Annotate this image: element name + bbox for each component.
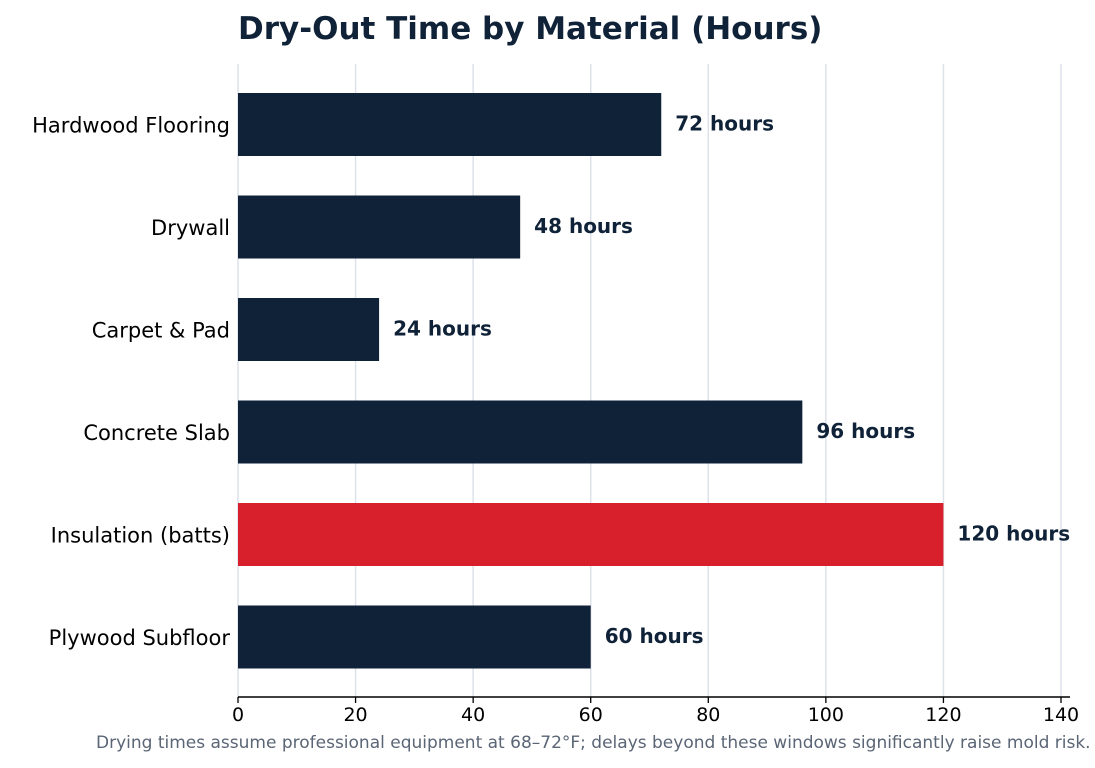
bar-plywood-subfloor (238, 605, 591, 669)
category-labels: Hardwood Flooring Drywall Carpet & Pad Conc… (32, 114, 230, 651)
x-tick-label-60: 60 (579, 704, 603, 726)
x-tick-label-100: 100 (808, 704, 844, 726)
value-label-drywall: 48 hours (534, 214, 633, 238)
value-label-concrete-slab: 96 hours (816, 419, 915, 443)
gridlines (237, 64, 1062, 697)
bar-insulation-batts (238, 503, 944, 566)
x-tick-label-20: 20 (343, 704, 367, 726)
category-label-hardwood-flooring: Hardwood Flooring (32, 114, 230, 138)
x-tick-label-80: 80 (696, 704, 720, 726)
category-label-carpet-pad: Carpet & Pad (92, 319, 230, 343)
value-label-carpet-pad: 24 hours (393, 317, 492, 341)
value-label-plywood-subfloor: 60 hours (605, 624, 704, 648)
value-label-hardwood-flooring: 72 hours (675, 112, 774, 136)
value-label-insulation-batts: 120 hours (957, 522, 1070, 546)
x-tick-label-40: 40 (461, 704, 485, 726)
x-tick-label-140: 140 (1043, 704, 1079, 726)
bar-carpet-pad (238, 298, 380, 361)
category-label-concrete-slab: Concrete Slab (83, 421, 230, 445)
x-axis: 0 20 40 60 80 100 120 140 (232, 696, 1079, 726)
value-labels: 72 hours 48 hours 24 hours 96 hours 120 hour… (393, 112, 1070, 649)
chart-title: Dry-Out Time by Material (Hours) (238, 11, 822, 47)
bar-concrete-slab (238, 400, 803, 464)
bar-hardwood-flooring (238, 93, 662, 156)
bar-drywall (238, 195, 521, 259)
category-label-plywood-subfloor: Plywood Subfloor (49, 626, 231, 650)
x-tick-label-0: 0 (232, 704, 244, 726)
bars (238, 93, 944, 669)
chart-footnote: Drying times assume professional equipme… (96, 733, 1091, 753)
category-label-drywall: Drywall (151, 216, 230, 240)
x-tick-label-120: 120 (925, 704, 961, 726)
category-label-insulation-batts: Insulation (batts) (51, 524, 230, 548)
